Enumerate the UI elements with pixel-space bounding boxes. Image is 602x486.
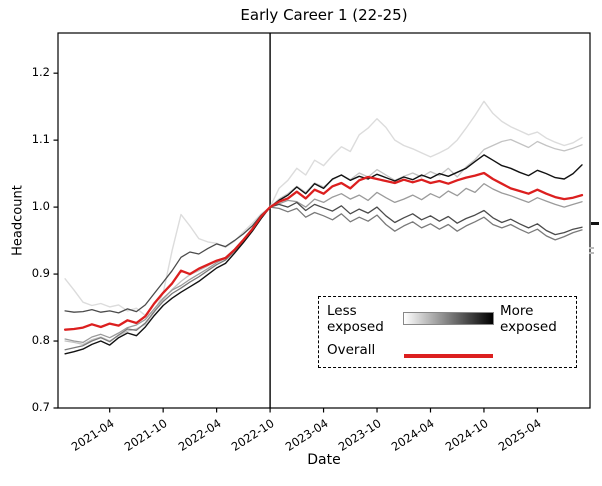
series-line-overall xyxy=(63,171,584,331)
series-line-exposure-bin-5 xyxy=(64,201,583,314)
x-axis-label: Date xyxy=(307,452,341,468)
legend-less-exposed-label: Less exposed xyxy=(327,303,384,335)
legend-more-exposed-label: More exposed xyxy=(500,303,557,335)
y-tick-label: 0.9 xyxy=(31,266,50,281)
clipped-neighbor-axis-fragment xyxy=(589,252,594,254)
legend-overall-line-sample xyxy=(404,354,493,358)
legend-overall-label: Overall xyxy=(327,342,376,358)
chart-title: Early Career 1 (22-25) xyxy=(240,6,408,24)
series-line-exposure-bin-4 xyxy=(64,206,583,351)
series-line-exposure-bin-3 xyxy=(64,183,583,344)
clipped-neighbor-axis-fragment xyxy=(591,222,599,225)
legend-box: Less exposed More exposed Overall xyxy=(318,296,577,368)
y-tick-label: 1.1 xyxy=(31,132,50,147)
y-axis-label: Headcount xyxy=(10,185,26,256)
y-tick-label: 0.8 xyxy=(31,333,50,348)
exposure-gradient-bar xyxy=(403,312,494,325)
clipped-neighbor-axis-fragment xyxy=(589,247,594,249)
y-tick-label: 1.2 xyxy=(31,65,50,80)
y-tick-label: 1.0 xyxy=(31,199,50,214)
y-tick-label: 0.7 xyxy=(31,400,50,414)
series-line-exposure-bin-6-most-exposed xyxy=(64,154,583,355)
